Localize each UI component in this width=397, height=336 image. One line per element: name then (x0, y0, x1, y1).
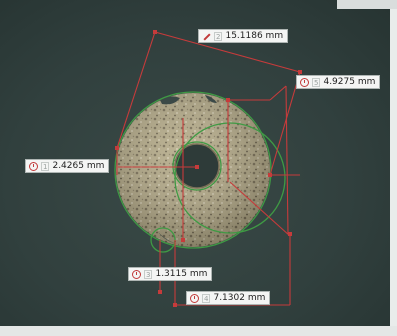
measurement-label-4[interactable]: 4 7.1302 mm (186, 291, 271, 305)
anchor-points (115, 30, 302, 307)
measurement-label-1[interactable]: 1 2.4265 mm (25, 159, 110, 173)
dimension-lines (116, 31, 301, 306)
radius-icon (132, 269, 141, 279)
window-frame-bottom (0, 326, 397, 336)
measurement-index: 2 (214, 31, 223, 41)
measurement-value: 7.1302 mm (213, 293, 266, 303)
measurement-value: 2.4265 mm (52, 161, 105, 171)
pen-icon (202, 32, 211, 41)
window-frame-corner (337, 0, 397, 9)
specimen-disc (116, 93, 270, 247)
radius-icon (300, 77, 309, 87)
radius-icon (29, 161, 38, 171)
measurement-value: 1.3115 mm (155, 269, 208, 279)
measurement-index: 4 (202, 293, 211, 303)
window-frame-right (390, 0, 397, 336)
measurement-label-5[interactable]: 5 4.9275 mm (296, 75, 381, 89)
radius-icon (190, 293, 199, 303)
measurement-value: 4.9275 mm (323, 77, 376, 87)
measurement-index: 3 (144, 269, 153, 279)
measurement-label-3[interactable]: 3 1.3115 mm (128, 267, 213, 281)
measurement-index: 1 (41, 161, 50, 171)
measurement-label-2[interactable]: 2 15.1186 mm (198, 29, 289, 43)
measurement-value: 15.1186 mm (225, 31, 284, 41)
measurement-index: 5 (312, 77, 321, 87)
